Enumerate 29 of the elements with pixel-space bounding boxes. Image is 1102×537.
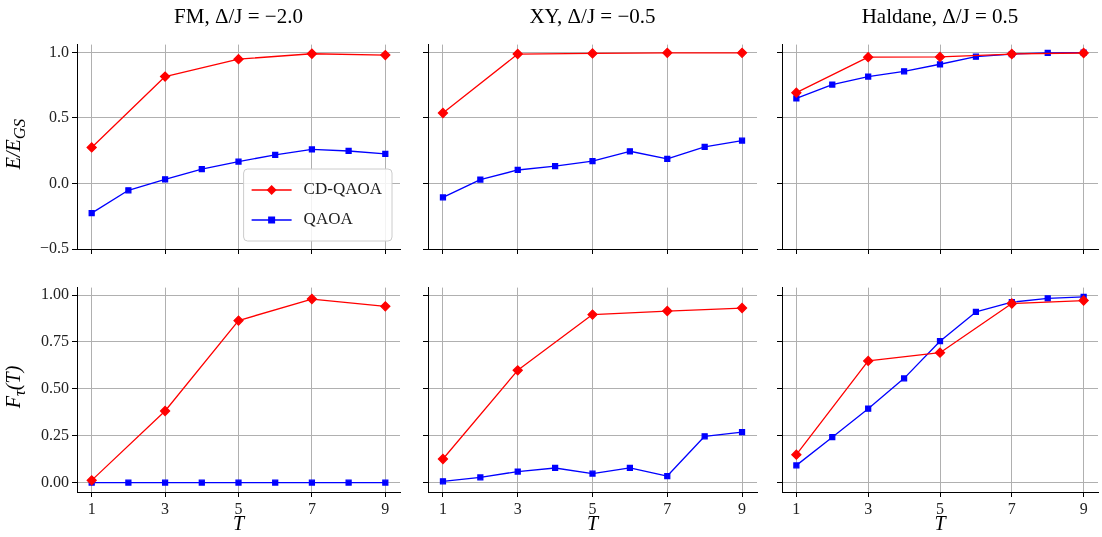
x-tick-label: 5 [936, 499, 944, 517]
x-tick-label: 1 [792, 499, 801, 517]
x-tick-label: 9 [738, 499, 747, 517]
x-tick-label: 5 [588, 499, 597, 517]
x-tick-label: 5 [234, 499, 243, 517]
legend-label: QAOA [303, 209, 354, 229]
y-tick-label: 1.00 [41, 285, 69, 303]
y-tick-label: −0.5 [39, 239, 69, 257]
chart-title: FM, Δ/J = −2.0 [173, 4, 304, 29]
x-tick-label: 3 [161, 499, 170, 517]
x-tick-label: 7 [1007, 499, 1016, 517]
x-tick-label: 9 [1079, 499, 1088, 517]
x-tick-label: 7 [307, 499, 316, 517]
x-tick-label: 1 [87, 499, 96, 517]
y-tick-label: 1.0 [49, 42, 69, 60]
y-tick-label: 0.25 [41, 425, 69, 443]
y-tick-label: 0.00 [41, 472, 69, 490]
x-tick-label: 9 [381, 499, 390, 517]
y-tick-label: 0.50 [41, 379, 69, 397]
y-tick-label: 0.0 [49, 173, 69, 191]
legend-label: CD-QAOA [303, 179, 383, 199]
x-tick-label: 7 [663, 499, 672, 517]
x-tick-label: 3 [864, 499, 873, 517]
y-tick-label: 0.75 [41, 332, 69, 350]
x-tick-label: 1 [438, 499, 447, 517]
chart-title: XY, Δ/J = −0.5 [528, 4, 657, 29]
y-tick-label: 0.5 [49, 108, 69, 126]
chart-title: Haldane, Δ/J = 0.5 [860, 4, 1020, 29]
x-tick-label: 3 [513, 499, 522, 517]
